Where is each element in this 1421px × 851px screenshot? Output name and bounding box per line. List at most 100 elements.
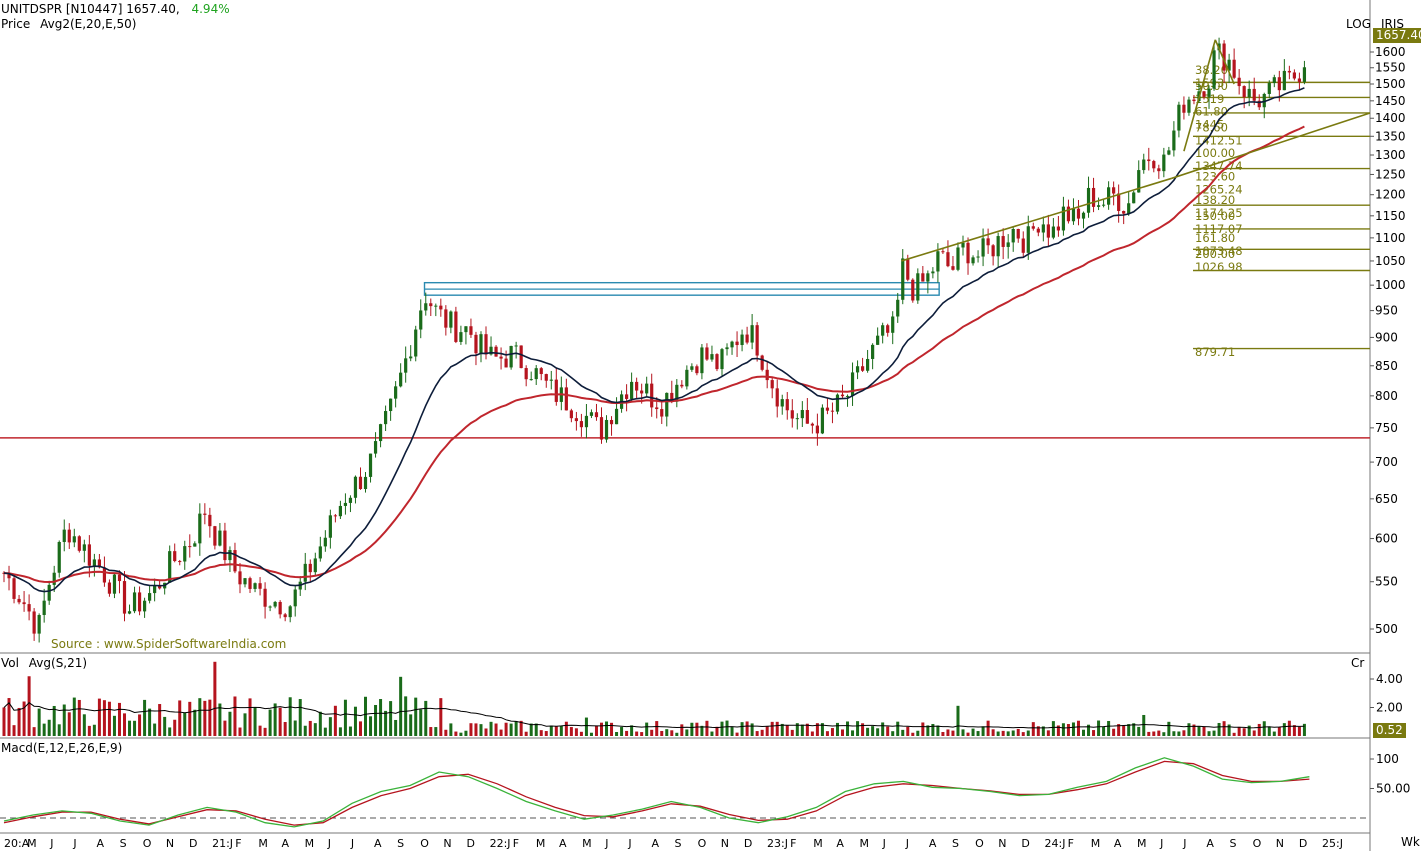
- time-tick-label: M: [1091, 837, 1101, 850]
- volume-bar: [153, 723, 157, 736]
- volume-bar: [770, 721, 774, 736]
- candle-body: [1142, 159, 1146, 171]
- volume-bar: [901, 729, 905, 736]
- candle-body: [1152, 161, 1156, 169]
- candle-body: [1127, 203, 1131, 214]
- log-scale-toggle[interactable]: LOG: [1346, 17, 1372, 31]
- volume-bar: [1282, 723, 1286, 736]
- time-tick-label: J: [882, 837, 886, 850]
- candle-body: [1137, 170, 1141, 193]
- volume-bar: [871, 726, 875, 736]
- volume-bar: [745, 721, 749, 736]
- candle-body: [1081, 212, 1086, 219]
- volume-bar: [148, 708, 152, 736]
- volume-bar: [670, 730, 674, 736]
- volume-bar: [178, 700, 182, 736]
- candle-body: [630, 381, 634, 399]
- iris-toggle[interactable]: IRIS: [1381, 17, 1405, 31]
- price-tick-label: 550: [1375, 575, 1398, 589]
- volume-bar: [564, 721, 568, 736]
- time-tick-label: A: [374, 837, 382, 850]
- candle-body: [971, 257, 975, 264]
- time-tick-label: 25:J: [1322, 837, 1343, 850]
- candle-body: [97, 559, 101, 568]
- volume-bar: [1192, 724, 1196, 736]
- volume-bar: [459, 732, 463, 736]
- candle-body: [72, 536, 76, 543]
- volume-bar: [610, 722, 614, 736]
- time-axis: 20:AM J J A S O N D 21:J F M A M J J A S O N D 22:J F M A M J J A S O…: [4, 837, 1343, 850]
- candle-body: [765, 369, 769, 381]
- candle-body: [328, 515, 332, 538]
- candle-body: [670, 392, 674, 402]
- volume-bar: [1287, 720, 1291, 736]
- candle-body: [941, 251, 945, 253]
- time-tick-label: M: [860, 837, 870, 850]
- candle-body: [725, 347, 729, 350]
- volume-bar: [138, 714, 142, 736]
- candle-body: [1086, 187, 1091, 213]
- candle-body: [1132, 192, 1136, 204]
- volume-bar: [825, 731, 829, 736]
- timeframe-label[interactable]: Wkl: [1401, 835, 1421, 849]
- volume-bar: [389, 701, 393, 736]
- candle-body: [343, 502, 348, 506]
- volume-bar: [1152, 731, 1156, 736]
- candle-body: [424, 303, 428, 311]
- time-tick-label: D: [1299, 837, 1307, 850]
- time-tick-label: N: [1276, 837, 1284, 850]
- volume-bar: [916, 730, 920, 736]
- time-tick-label: D: [744, 837, 752, 850]
- candle-body: [479, 334, 483, 354]
- candle-body: [293, 589, 297, 607]
- volume-bar: [57, 724, 61, 736]
- time-tick-label: D: [466, 837, 474, 850]
- candle-body: [399, 372, 403, 387]
- time-tick-label: S: [952, 837, 959, 850]
- candle-body: [1247, 88, 1251, 98]
- candle-body: [193, 543, 197, 547]
- volume-bar: [690, 722, 694, 736]
- time-tick-label: M: [305, 837, 315, 850]
- volume-bar: [1061, 723, 1065, 736]
- volume-bar: [1071, 722, 1075, 736]
- candle-body: [183, 546, 187, 562]
- volume-last-box: 0.52: [1373, 723, 1406, 738]
- volume-bar: [519, 720, 523, 736]
- price-tick-label: 1000: [1375, 278, 1406, 292]
- candle-body: [288, 606, 292, 618]
- candle-body: [52, 572, 56, 585]
- time-tick-label: J: [72, 837, 76, 850]
- volume-bar: [640, 732, 644, 736]
- time-tick-label: A: [651, 837, 659, 850]
- volume-bar: [348, 726, 352, 736]
- volume-bar: [173, 719, 177, 736]
- volume-bar: [710, 731, 714, 736]
- volume-bar: [559, 725, 563, 736]
- volume-bar: [539, 730, 543, 736]
- time-tick-label: A: [836, 837, 844, 850]
- header-line-1: UNITDSPR [N10447] 1657.40, 4.94%: [1, 2, 230, 16]
- panel-frames: [0, 0, 1371, 851]
- volume-bar: [107, 701, 111, 736]
- candle-body: [976, 256, 980, 258]
- volume-bar: [248, 698, 252, 736]
- candle-body: [62, 529, 66, 542]
- candle-body: [353, 476, 358, 498]
- volume-bar: [514, 721, 518, 736]
- volume-average-line: [3, 702, 1305, 729]
- fib-price-label: 1174.25: [1195, 206, 1243, 220]
- ema-20-line: [3, 87, 1305, 593]
- volume-bar: [82, 714, 86, 736]
- candle-body: [645, 383, 649, 394]
- candle-body: [604, 419, 609, 440]
- candle-body: [394, 386, 398, 399]
- volume-bar: [725, 720, 729, 736]
- volume-bar: [951, 730, 955, 736]
- price-tick-label: 900: [1375, 330, 1398, 344]
- candle-body: [153, 585, 157, 594]
- candle-body: [1297, 78, 1302, 82]
- fib-percent-label: 78.60: [1195, 121, 1228, 135]
- candle-body: [243, 578, 247, 585]
- volume-bar: [183, 712, 187, 736]
